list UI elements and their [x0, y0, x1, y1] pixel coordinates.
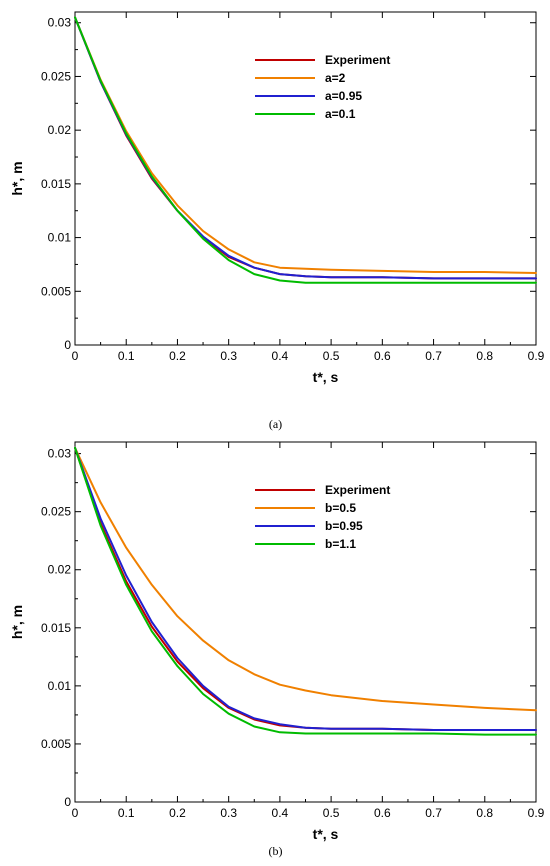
x-tick-label: 0.7	[425, 806, 442, 820]
x-tick-label: 0.6	[374, 349, 391, 363]
panel-label: (b)	[269, 844, 283, 858]
x-tick-label: 0.4	[272, 806, 289, 820]
legend-label: Experiment	[325, 483, 390, 497]
x-tick-label: 0.2	[169, 349, 186, 363]
x-tick-label: 0.4	[272, 349, 289, 363]
series-line-a-2	[74, 16, 537, 274]
series-line-a-0-95	[74, 16, 537, 280]
x-tick-label: 0.6	[374, 806, 391, 820]
series-line-b-1-1	[74, 446, 537, 736]
x-tick-label: 0.1	[118, 349, 135, 363]
y-tick-label: 0.02	[48, 563, 72, 577]
panel-label: (a)	[269, 417, 282, 431]
x-tick-label: 0.8	[476, 349, 493, 363]
plot-frame	[74, 441, 537, 803]
x-tick-label: 0.5	[323, 349, 340, 363]
y-tick-label: 0.02	[48, 123, 72, 137]
legend-label: a=0.95	[325, 89, 362, 103]
x-tick-label: 0.7	[425, 349, 442, 363]
series-line-b-0-95	[74, 446, 537, 731]
chart-panel-b: 0 0.1 0.2 0.3 0.4 0.5 0.6 0.7 0.8 0.9 0 0.005 0.01 0.…	[9, 441, 545, 858]
x-tick-label: 0.5	[323, 806, 340, 820]
x-axis-title: t*, s	[313, 369, 339, 385]
series-line-b-0-5	[74, 446, 537, 712]
y-tick-label: 0.005	[41, 284, 71, 298]
x-axis-title: t*, s	[313, 826, 339, 842]
legend-label: a=2	[325, 71, 346, 85]
plot-frame	[74, 11, 537, 346]
x-tick-label: 0.1	[118, 806, 135, 820]
y-axis-title: h*, m	[9, 161, 25, 195]
y-tick-label: 0.03	[48, 447, 72, 461]
y-tick-label: 0.015	[41, 621, 71, 635]
x-tick-label: 0.8	[476, 806, 493, 820]
y-tick-label: 0.025	[41, 69, 71, 83]
x-tick-label: 0	[72, 806, 79, 820]
legend-label: b=1.1	[325, 537, 356, 551]
y-tick-label: 0.01	[48, 679, 72, 693]
series-line-a-0-1	[74, 16, 537, 284]
y-tick-label: 0.005	[41, 737, 71, 751]
legend-label: b=0.5	[325, 501, 356, 515]
x-tick-label: 0.9	[528, 806, 545, 820]
legend-label: b=0.95	[325, 519, 363, 533]
legend-label: Experiment	[325, 53, 390, 67]
x-tick-label: 0.9	[528, 349, 545, 363]
y-axis-title: h*, m	[9, 605, 25, 639]
y-tick-label: 0.01	[48, 231, 72, 245]
x-tick-label: 0.3	[220, 806, 237, 820]
chart-panel-a: 0 0.1 0.2 0.3 0.4 0.5 0.6 0.7 0.8 0.9 0 0.005 0.01 0.…	[9, 11, 545, 431]
y-tick-label: 0.025	[41, 505, 71, 519]
x-tick-label: 0	[72, 349, 79, 363]
legend-label: a=0.1	[325, 107, 356, 121]
y-tick-label: 0	[64, 795, 71, 809]
x-tick-label: 0.3	[220, 349, 237, 363]
y-tick-label: 0	[64, 338, 71, 352]
series-line-experiment	[74, 16, 537, 280]
y-tick-label: 0.015	[41, 177, 71, 191]
y-tick-label: 0.03	[48, 16, 72, 30]
x-tick-label: 0.2	[169, 806, 186, 820]
